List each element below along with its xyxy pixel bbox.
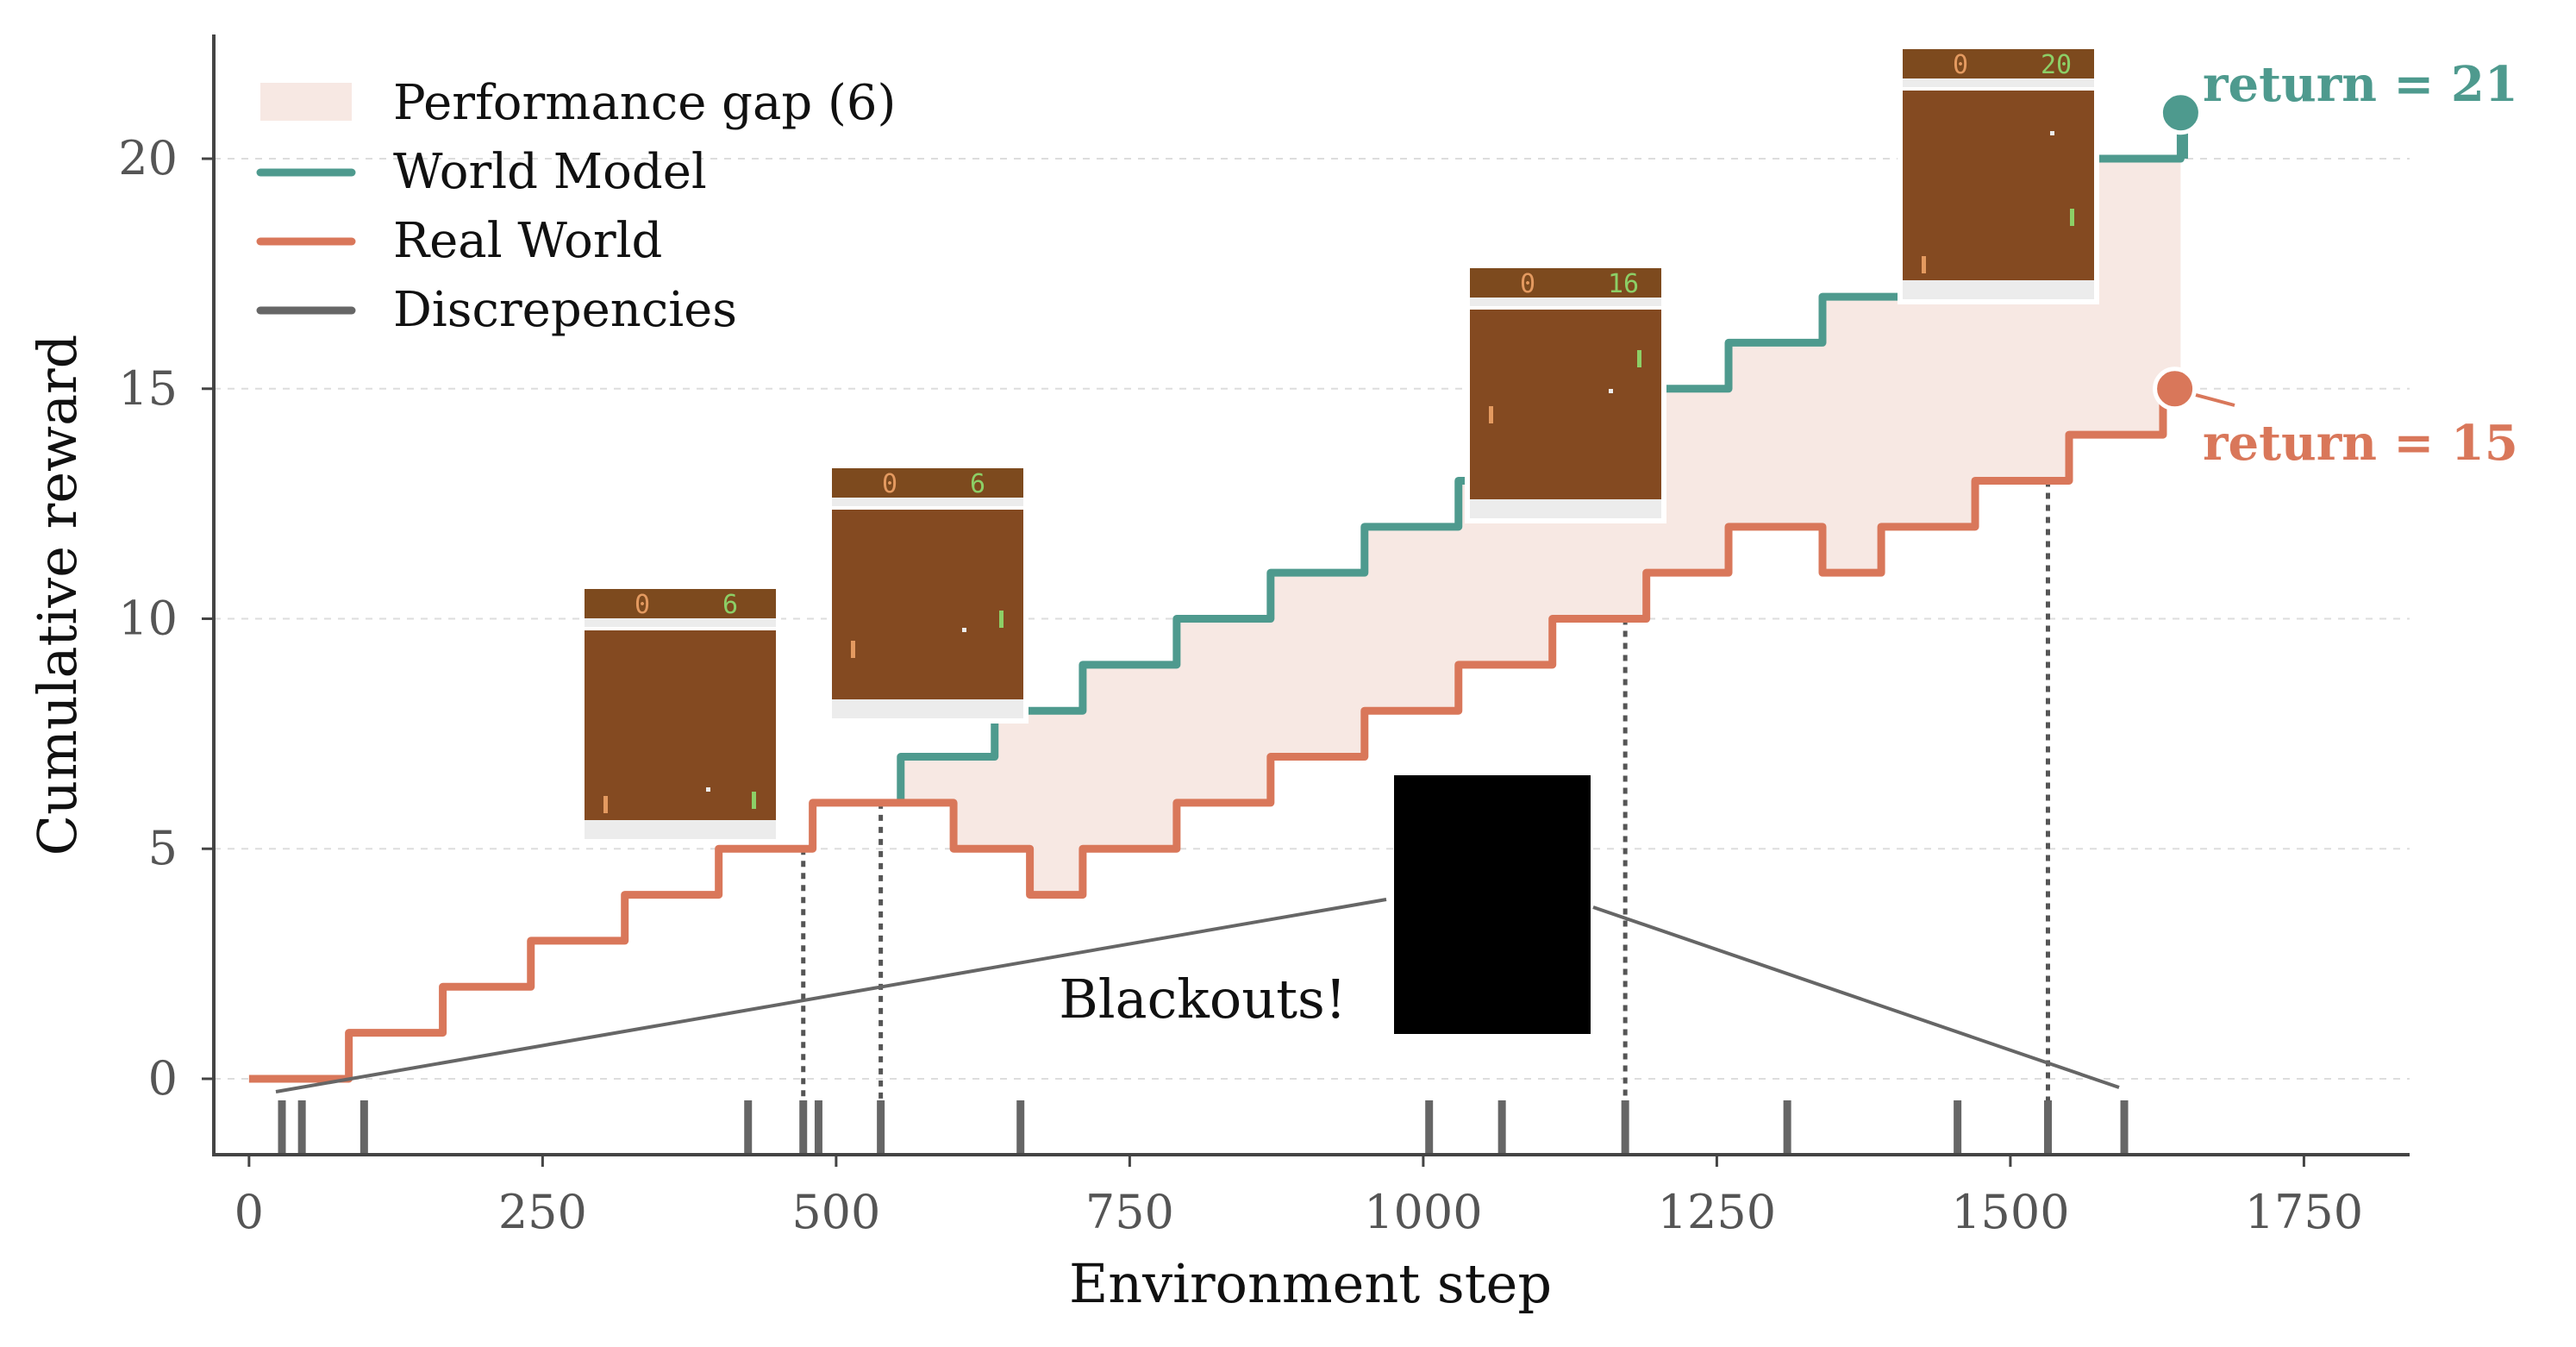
paddle-right bbox=[1637, 350, 1641, 367]
score-right: 6 bbox=[722, 590, 738, 620]
legend-label: Real World bbox=[393, 213, 662, 269]
performance-gap bbox=[900, 159, 2181, 895]
y-tick-label: 20 bbox=[118, 131, 178, 185]
paddle-left bbox=[1489, 406, 1493, 423]
ball bbox=[706, 787, 710, 792]
paddle-left bbox=[1922, 256, 1926, 273]
game-frame-header bbox=[585, 589, 776, 618]
score-left: 0 bbox=[1953, 50, 1968, 80]
score-right: 6 bbox=[970, 469, 985, 499]
score-right: 20 bbox=[2041, 50, 2072, 80]
x-axis-label: Environment step bbox=[1069, 1252, 1552, 1315]
y-axis-label: Cumulative reward bbox=[26, 335, 89, 856]
paddle-left bbox=[851, 641, 855, 658]
blackout-label: Blackouts! bbox=[1059, 968, 1347, 1031]
paddle-right bbox=[999, 611, 1004, 628]
blackout-frame bbox=[1394, 775, 1591, 1034]
x-tick-label: 1000 bbox=[1364, 1185, 1482, 1239]
legend-label: Performance gap (6) bbox=[393, 75, 896, 131]
game-frame-wall-bottom bbox=[1903, 280, 2094, 299]
y-tick-label: 0 bbox=[148, 1051, 178, 1106]
game-frame-header bbox=[1470, 268, 1661, 298]
endpoint-label: return = 21 bbox=[2203, 56, 2518, 113]
x-tick-label: 1500 bbox=[1951, 1185, 2069, 1239]
game-frames: 0 60 60 160 20 bbox=[579, 44, 2099, 844]
game-frame-field bbox=[1903, 91, 2094, 280]
game-frame-wall-top bbox=[832, 498, 1023, 506]
game-frame-wall-top bbox=[1470, 298, 1661, 306]
game-frame-field bbox=[832, 510, 1023, 699]
x-tick-label: 500 bbox=[791, 1185, 880, 1239]
legend: Performance gap (6) World Model Real World… bbox=[256, 75, 896, 338]
paddle-right bbox=[2070, 209, 2074, 226]
x-tick-label: 750 bbox=[1085, 1185, 1174, 1239]
game-frame: 0 16 bbox=[1465, 263, 1666, 523]
x-tick-label: 0 bbox=[234, 1185, 264, 1239]
blackout-line-left bbox=[275, 898, 1387, 1093]
score-left: 0 bbox=[635, 590, 650, 620]
paddle-left bbox=[603, 796, 608, 813]
game-frame-wall-bottom bbox=[832, 699, 1023, 718]
game-frame-wall-bottom bbox=[585, 820, 776, 839]
dotted-lines bbox=[801, 480, 2050, 1112]
x-tick-label: 1250 bbox=[1658, 1185, 1776, 1239]
game-frame-field bbox=[1470, 310, 1661, 499]
game-frame: 0 20 bbox=[1898, 44, 2099, 304]
score-left: 0 bbox=[882, 469, 897, 499]
y-tick-label: 5 bbox=[148, 821, 178, 875]
blackout-line-right bbox=[1592, 905, 2120, 1089]
game-frame-header bbox=[832, 468, 1023, 498]
axes bbox=[212, 34, 2410, 1156]
paddle-right bbox=[752, 792, 756, 809]
game-frame-field bbox=[585, 630, 776, 820]
legend-label: World Model bbox=[393, 144, 707, 200]
real-world-line bbox=[248, 385, 2169, 1083]
endpoints: return = 21 return = 15 bbox=[2153, 56, 2518, 472]
game-frame-header bbox=[1903, 49, 2094, 78]
blackout-annotation: Blackouts! bbox=[275, 775, 2120, 1093]
score-left: 0 bbox=[1520, 269, 1535, 299]
x-tick-label: 250 bbox=[498, 1185, 587, 1239]
game-frame-wall-bottom bbox=[1470, 499, 1661, 518]
game-frame-wall-top bbox=[585, 618, 776, 627]
endpoint-connector bbox=[2191, 392, 2235, 407]
discrepancy-ticks bbox=[278, 1100, 2129, 1155]
endpoint-label: return = 15 bbox=[2203, 415, 2518, 472]
endpoint-marker bbox=[2158, 91, 2203, 135]
performance-gap-area bbox=[900, 159, 2181, 895]
ball bbox=[1609, 389, 1613, 393]
ball bbox=[2050, 131, 2054, 135]
y-tick-label: 15 bbox=[118, 361, 178, 416]
y-ticks: 0 5 10 15 20 bbox=[118, 131, 214, 1106]
legend-label: Discrepencies bbox=[393, 282, 737, 338]
endpoint-marker bbox=[2153, 367, 2198, 411]
y-tick-label: 10 bbox=[118, 592, 178, 646]
legend-swatch bbox=[260, 83, 352, 121]
real-world-series bbox=[248, 385, 2169, 1083]
game-frame-wall-top bbox=[1903, 78, 2094, 87]
score-right: 16 bbox=[1608, 269, 1639, 299]
x-tick-label: 1750 bbox=[2245, 1185, 2363, 1239]
x-ticks: 0 250 500 750 1000 1250 1500 1750 bbox=[234, 1155, 2363, 1239]
ball bbox=[962, 628, 966, 632]
